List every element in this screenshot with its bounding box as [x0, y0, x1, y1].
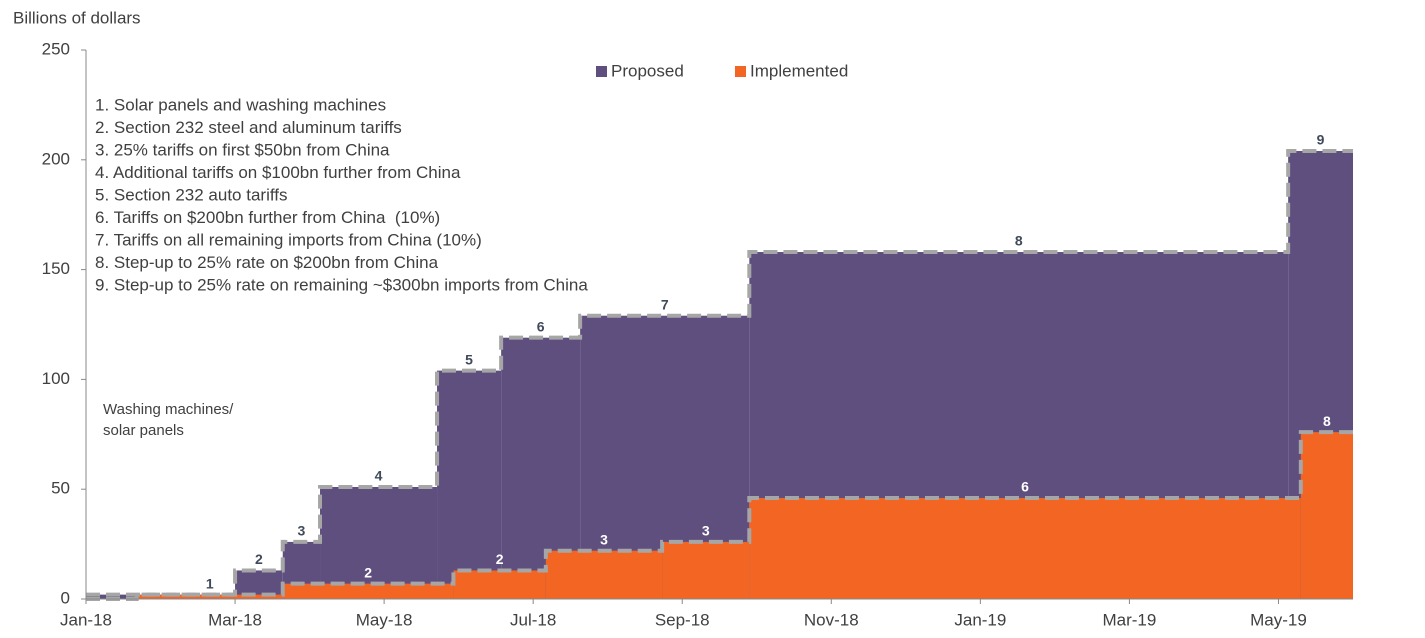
x-tick-label: Jan-18 — [60, 610, 112, 629]
step-area-segment — [749, 497, 1301, 599]
x-tick-label: Sep-18 — [655, 610, 710, 629]
step-label: 2 — [364, 564, 372, 580]
step-label: 5 — [465, 351, 473, 367]
step-area-segment — [282, 583, 454, 599]
step-area-segment — [662, 541, 750, 599]
step-area-segment — [320, 487, 438, 599]
annotation: solar panels — [103, 422, 184, 439]
x-tick-label: May-19 — [1250, 610, 1307, 629]
note: 2. Section 232 steel and aluminum tariff… — [95, 118, 402, 137]
step-area-segment — [136, 594, 283, 599]
step-area-segment — [545, 550, 663, 599]
x-tick-label: Mar-19 — [1102, 610, 1156, 629]
step-label: 8 — [1015, 233, 1023, 249]
step-label: 2 — [496, 551, 504, 567]
note: 8. Step-up to 25% rate on $200bn from Ch… — [95, 253, 439, 272]
y-tick-label: 0 — [61, 588, 70, 607]
step-label: 9 — [1317, 132, 1325, 148]
step-label: 6 — [1021, 479, 1029, 495]
step-label: 3 — [600, 531, 608, 547]
step-area-segment — [437, 370, 502, 599]
step-label: 3 — [702, 523, 710, 539]
x-tick-label: May-18 — [356, 610, 413, 629]
legend-swatch — [735, 66, 746, 77]
note: 9. Step-up to 25% rate on remaining ~$30… — [95, 275, 588, 294]
x-tick-label: Jul-18 — [510, 610, 556, 629]
note: 7. Tariffs on all remaining imports from… — [95, 230, 482, 249]
step-outline — [86, 430, 1353, 601]
step-label: 2 — [255, 551, 263, 567]
x-tick-label: Jan-19 — [954, 610, 1006, 629]
y-tick-label: 100 — [42, 369, 70, 388]
note: 1. Solar panels and washing machines — [95, 95, 386, 114]
y-tick-label: 250 — [42, 39, 70, 58]
x-tick-label: Nov-18 — [804, 610, 859, 629]
note: 5. Section 232 auto tariffs — [95, 185, 287, 204]
step-area-segment — [453, 570, 546, 599]
step-label: 4 — [375, 468, 383, 484]
step-area-segment — [1300, 432, 1353, 599]
y-tick-label: 50 — [51, 479, 70, 498]
legend-label: Proposed — [611, 61, 684, 80]
step-label: 3 — [297, 523, 305, 539]
annotation: Washing machines/ — [103, 401, 234, 418]
step-label: 1 — [206, 575, 214, 591]
y-tick-label: 150 — [42, 259, 70, 278]
note: 3. 25% tariffs on first $50bn from China — [95, 140, 390, 159]
note: 6. Tariffs on $200bn further from China … — [95, 208, 440, 227]
y-axis-label: Billions of dollars — [13, 8, 141, 27]
step-outline — [86, 149, 1353, 597]
step-label: 8 — [1323, 413, 1331, 429]
step-label: 7 — [661, 296, 669, 312]
y-tick-label: 200 — [42, 149, 70, 168]
legend-swatch — [596, 66, 607, 77]
legend-label: Implemented — [750, 61, 848, 80]
note: 4. Additional tariffs on $100bn further … — [95, 163, 461, 182]
step-label: 6 — [537, 318, 545, 334]
x-tick-label: Mar-18 — [208, 610, 262, 629]
